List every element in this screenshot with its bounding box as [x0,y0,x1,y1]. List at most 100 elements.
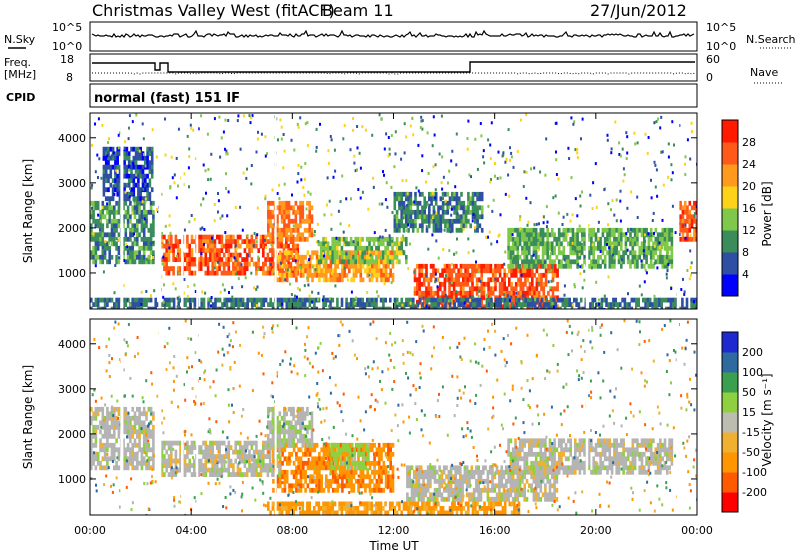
range-cell [633,241,637,247]
range-cell [178,295,181,299]
range-cell [360,460,363,466]
range-cell [421,223,424,229]
range-cell [167,257,171,262]
range-cell [550,306,553,309]
range-cell [432,268,435,274]
range-cell [266,266,270,271]
range-cell [610,250,614,256]
range-cell [596,302,599,307]
range-cell [329,510,332,515]
range-cell [474,306,477,309]
range-cell [607,307,610,309]
range-cell [450,207,453,211]
range-cell [587,232,591,238]
range-cell [114,173,117,179]
range-cell [377,460,381,466]
range-cell [427,171,430,175]
range-cell [421,214,424,220]
range-cell [428,223,431,229]
range-cell [271,232,275,238]
range-cell [476,302,479,307]
range-cell [375,506,378,511]
range-cell [303,284,306,288]
range-cell [368,263,372,269]
range-cell [377,506,380,511]
range-cell [590,250,593,256]
range-cell [311,447,314,453]
range-cell [220,261,224,267]
range-cell [591,306,594,309]
range-cell [580,245,584,251]
range-cell [142,205,146,211]
range-cell [345,501,348,507]
range-cell [679,227,682,233]
range-cell [152,218,155,224]
range-cell [649,227,653,233]
range-cell [380,487,383,493]
range-cell [540,286,543,292]
range-cell [332,175,335,179]
range-cell [117,250,121,256]
range-cell [377,487,381,493]
range-cell [146,164,149,170]
range-cell [325,460,328,466]
range-cell [117,259,121,265]
range-cell [306,236,309,242]
range-cell [252,261,256,267]
range-cell [139,146,142,152]
range-cell [313,264,316,268]
range-cell [102,146,106,152]
range-cell [106,302,109,307]
range-cell [625,131,628,135]
range-cell [257,255,260,259]
range-cell [462,218,466,224]
range-cell [516,227,520,233]
range-cell [350,254,353,260]
range-cell [338,442,342,448]
range-cell [375,487,379,493]
range-cell [633,232,637,238]
range-cell [430,214,433,220]
range-cell [650,178,652,182]
range-cell [330,460,333,466]
range-cell [517,290,520,296]
range-cell [521,281,525,287]
range-cell [667,251,670,255]
range-cell [460,205,463,211]
range-cell [123,164,126,170]
range-cell [280,501,284,507]
range-cell [315,250,319,256]
range-cell [579,194,582,198]
range-cell [336,302,339,307]
range-cell [666,259,669,265]
range-cell [150,169,154,175]
range-cell [562,263,566,269]
range-cell [554,272,557,278]
range-cell [304,442,307,448]
range-cell [514,254,517,260]
range-cell [98,228,101,232]
range-cell [469,209,472,215]
range-cell [556,304,559,309]
range-cell [94,254,98,260]
range-cell [264,135,267,139]
range-cell [229,257,233,262]
range-cell [684,173,687,177]
range-cell [503,286,506,292]
range-cell [176,440,180,446]
range-cell [474,200,477,206]
range-cell [294,214,298,220]
range-cell [528,272,532,278]
range-cell [322,451,326,457]
range-cell [227,261,231,267]
range-cell [432,510,436,515]
range-cell [281,460,284,466]
range-cell [486,293,488,297]
range-cell [457,196,461,202]
range-cell [652,241,655,247]
range-cell [340,259,344,265]
range-cell [209,234,212,240]
range-cell [422,299,426,305]
range-cell [479,122,482,125]
range-cell [384,478,388,484]
